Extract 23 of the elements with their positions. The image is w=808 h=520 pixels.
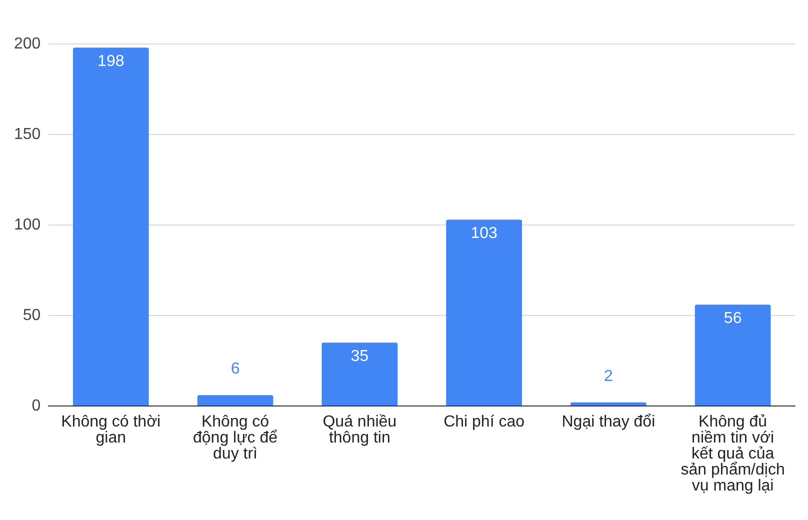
- bar: [694, 304, 771, 406]
- x-tick-label: Không đủ niềm tin với kết quả của sản phẩm/dịch vụ mang lại: [680, 413, 785, 494]
- x-tick-label: Quá nhiều thông tin: [322, 413, 397, 446]
- data-label: 2: [604, 368, 613, 385]
- y-tick-label: 50: [22, 306, 41, 324]
- x-tick-label: Không có thời gian: [61, 413, 161, 446]
- bar: [72, 48, 149, 406]
- bar: [322, 342, 398, 406]
- x-tick-label: Không có động lực để duy trì: [193, 413, 278, 462]
- bar: [197, 395, 274, 406]
- bar: [446, 220, 522, 406]
- bar: [570, 402, 646, 406]
- data-label: 103: [470, 224, 498, 242]
- y-tick-label: 150: [14, 126, 41, 143]
- data-label: 35: [350, 348, 369, 366]
- y-tick-label: 0: [32, 397, 41, 414]
- data-label: 6: [230, 360, 240, 378]
- y-tick-label: 100: [14, 216, 41, 234]
- data-label: 56: [724, 310, 742, 328]
- x-tick-label: Ngại thay đổi: [562, 413, 656, 430]
- x-tick-label: Chi phí cao: [444, 413, 525, 430]
- data-label: 198: [98, 53, 124, 70]
- y-tick-label: 200: [14, 35, 41, 52]
